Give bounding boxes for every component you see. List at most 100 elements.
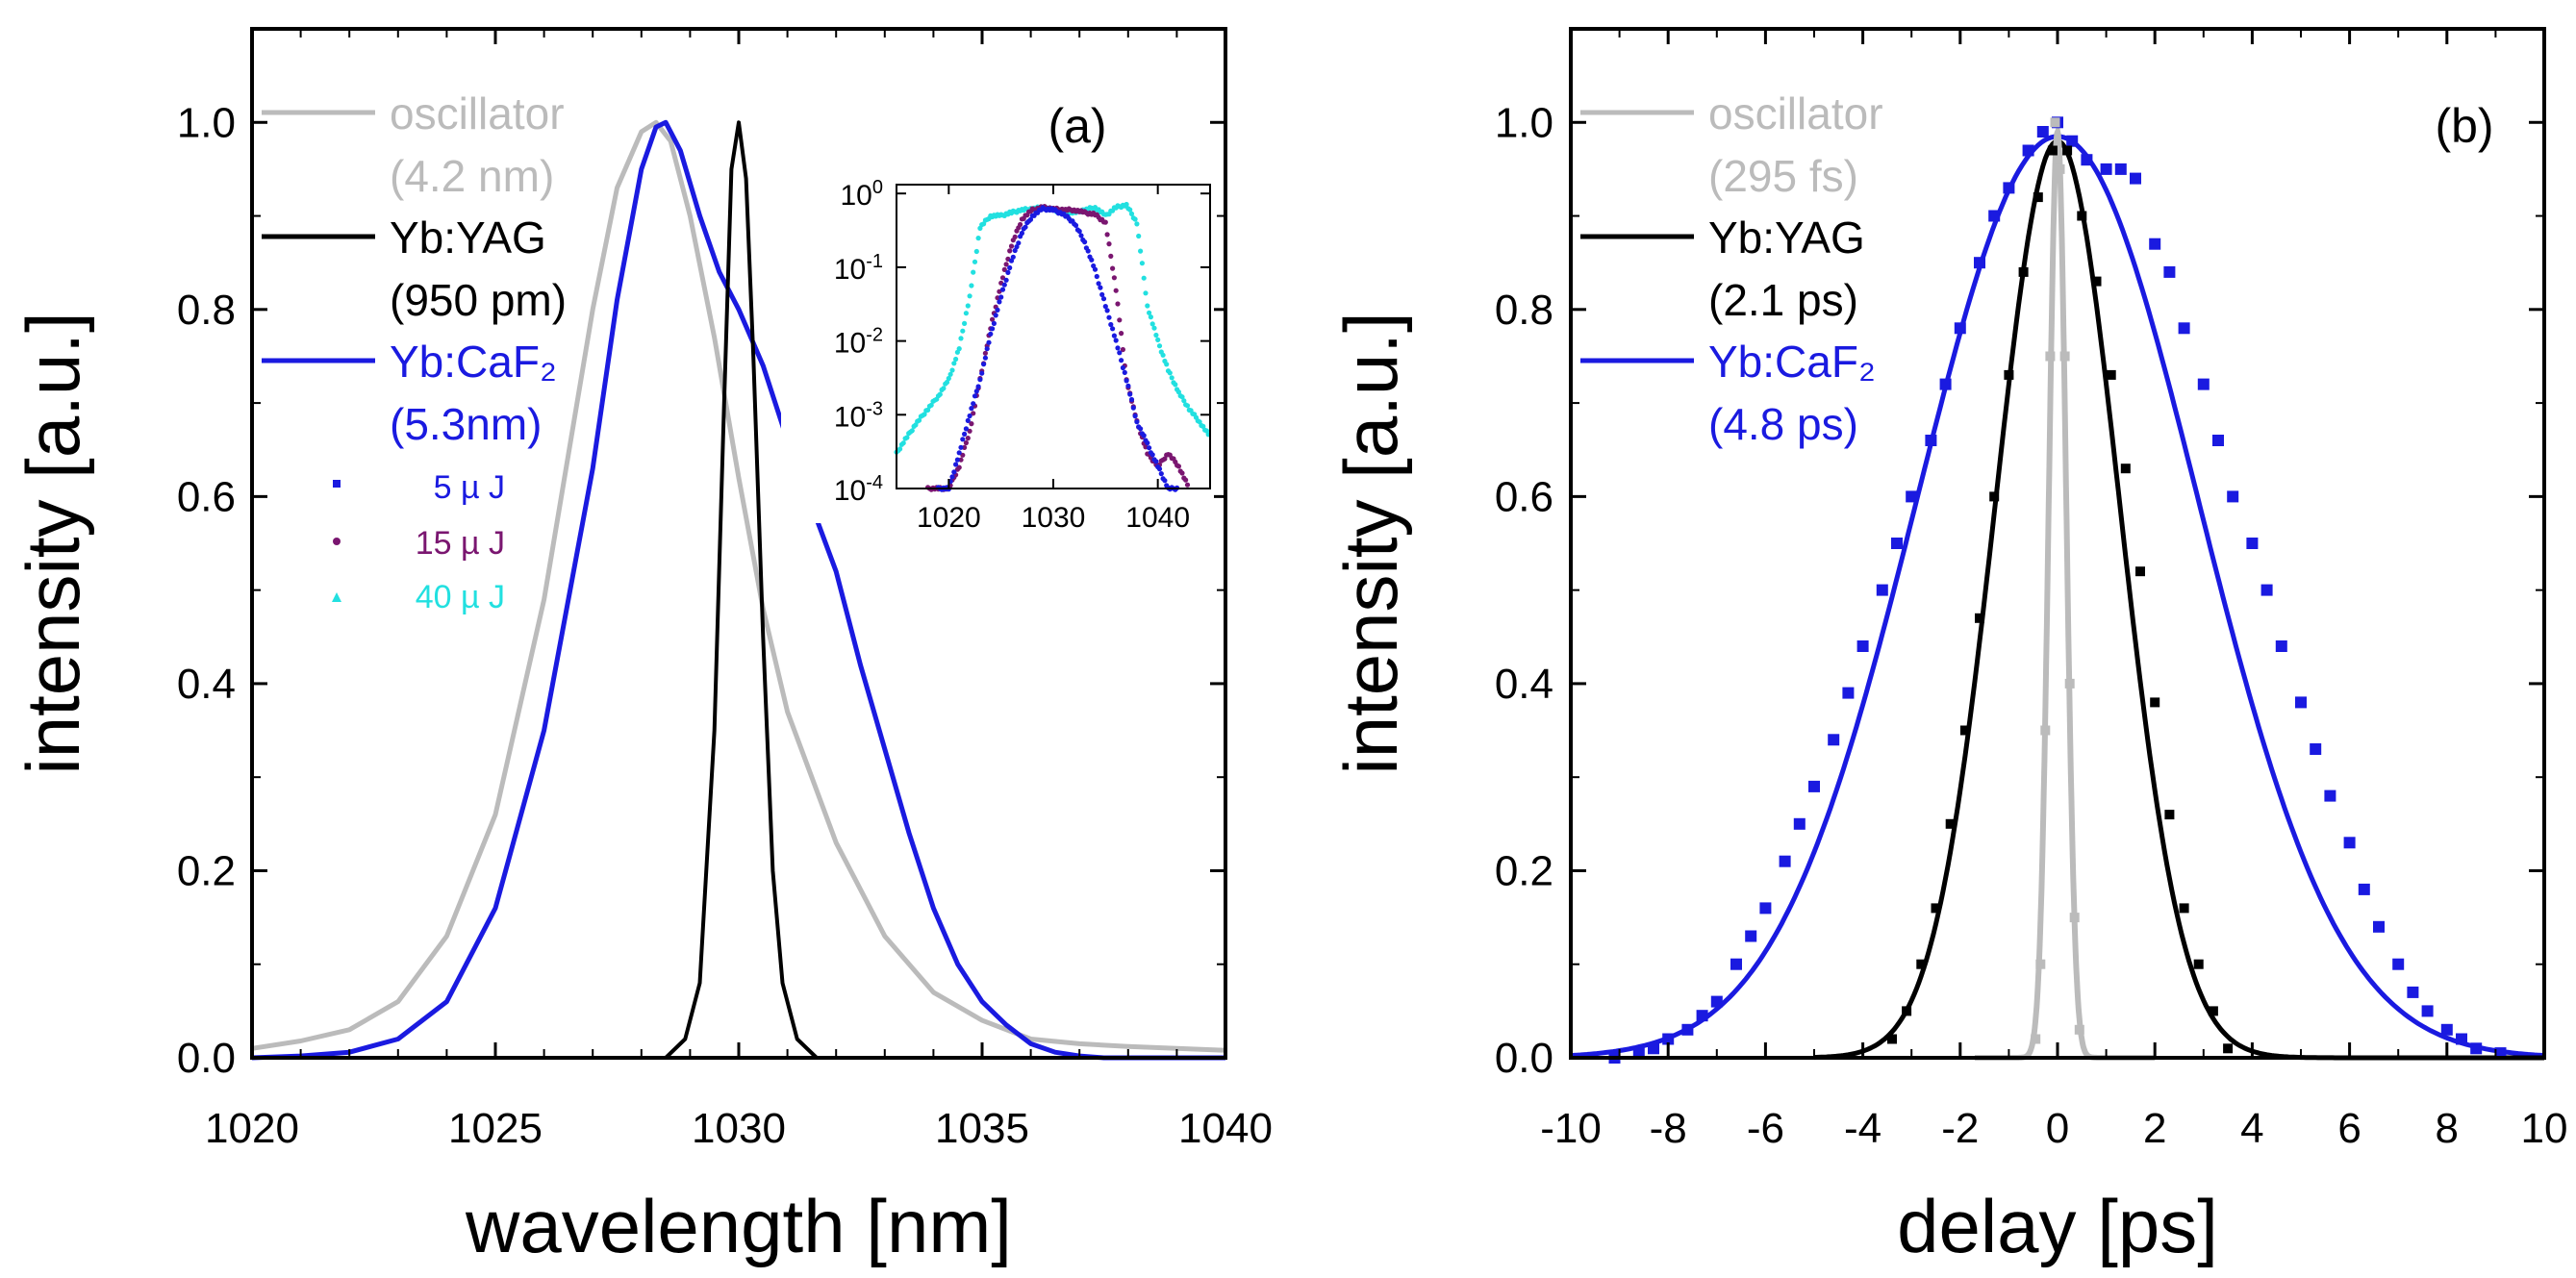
inset-point-e5 xyxy=(972,393,978,399)
inset-point-e40 xyxy=(971,269,976,275)
inset-ytick-label: 10-2 xyxy=(834,325,883,360)
point-oscillator xyxy=(2059,351,2070,362)
point-caf2 xyxy=(1954,322,1966,335)
point-caf2 xyxy=(2227,490,2239,503)
inset-point-e5 xyxy=(1111,333,1117,338)
inset-point-e40 xyxy=(960,328,966,334)
b-xtick-label: 0 xyxy=(2046,1105,2069,1152)
point-oscillator xyxy=(2064,678,2075,689)
legend-b-label-yag: Yb:YAG xyxy=(1708,213,1865,263)
legend-label-oscillator: oscillator xyxy=(390,88,565,138)
inset-point-e5 xyxy=(971,401,976,407)
inset-point-e40 xyxy=(1128,211,1135,216)
inset-point-e5 xyxy=(953,462,959,467)
inset-point-e40 xyxy=(1139,261,1145,266)
inset-point-e5 xyxy=(969,406,974,412)
inset-point-e15 xyxy=(1115,301,1121,307)
inset-point-e5 xyxy=(951,469,957,475)
inset-point-e5 xyxy=(1115,345,1121,351)
inset-point-e5 xyxy=(1104,308,1110,313)
inset-point-e5 xyxy=(1007,264,1013,271)
legend-label-yag: Yb:YAG xyxy=(390,213,546,263)
inset-point-e40 xyxy=(975,236,981,241)
point-caf2 xyxy=(1759,902,1772,915)
point-caf2 xyxy=(2130,172,2141,185)
inset-point-e5 xyxy=(1125,383,1131,388)
inset-point-e5 xyxy=(1119,358,1124,363)
inset-point-e15 xyxy=(956,464,962,470)
b-ytick-label: 0.8 xyxy=(1495,287,1553,334)
point-caf2 xyxy=(2275,640,2287,652)
point-caf2 xyxy=(1925,435,1937,446)
inset-point-e40 xyxy=(1156,343,1163,349)
inset-point-e5 xyxy=(997,299,1002,305)
point-caf2 xyxy=(1828,734,1840,746)
point-caf2 xyxy=(2343,837,2356,849)
inset-point-e5 xyxy=(1145,440,1150,446)
inset-point-e40 xyxy=(1173,382,1178,388)
inset-point-e40 xyxy=(953,356,959,363)
a-ytick-label: 0.8 xyxy=(177,287,236,334)
inset-point-e40 xyxy=(1153,332,1159,338)
inset-point-e5 xyxy=(1008,258,1015,263)
inset-point-e15 xyxy=(1106,241,1112,247)
a-ytick-label: 0.4 xyxy=(177,661,236,708)
inset-point-e40 xyxy=(1136,233,1142,239)
panel-b-xlabel: delay [ps] xyxy=(1897,1184,2218,1268)
point-oscillator xyxy=(2045,351,2056,362)
point-caf2 xyxy=(1681,1023,1694,1036)
inset-point-e40 xyxy=(962,320,968,326)
point-oscillator xyxy=(2035,959,2046,969)
point-caf2 xyxy=(1696,1010,1708,1022)
inset-point-e40 xyxy=(969,283,974,288)
inset-point-e5 xyxy=(993,313,998,318)
b-xtick-label: -4 xyxy=(1844,1105,1881,1152)
fit-line-yag xyxy=(1813,138,2544,1061)
inset-point-e40 xyxy=(1149,321,1155,327)
inset-point-e5 xyxy=(1162,478,1168,484)
b-ytick-label: 0.4 xyxy=(1495,661,1553,708)
point-yag xyxy=(2208,1006,2218,1016)
inset-point-e5 xyxy=(1156,466,1163,472)
inset-point-e5 xyxy=(999,287,1006,292)
point-caf2 xyxy=(1779,855,1791,867)
inset-point-e5 xyxy=(963,426,970,432)
legend-sub-yag: (950 pm) xyxy=(390,275,567,325)
inset-point-e15 xyxy=(1120,346,1125,353)
inset-point-e5 xyxy=(956,450,962,456)
inset-point-e15 xyxy=(1102,219,1108,225)
inset-point-e5 xyxy=(958,444,964,450)
panel-a-energy-legend: 5 µ J 15 µ J 40 µ J xyxy=(332,469,505,615)
energy-label-5uJ: 5 µ J xyxy=(434,469,505,506)
point-yag xyxy=(2150,697,2160,708)
point-caf2 xyxy=(1906,490,1918,503)
inset-point-e15 xyxy=(1001,266,1007,272)
inset-point-e15 xyxy=(1113,288,1119,293)
b-xtick-label: -10 xyxy=(1540,1105,1602,1152)
a-xtick-label: 1030 xyxy=(692,1105,786,1152)
a-ytick-label: 0.6 xyxy=(177,473,236,520)
inset-ytick-label: 100 xyxy=(841,177,884,212)
inset-xtick-label: 1030 xyxy=(1022,502,1086,534)
point-yag xyxy=(1959,725,1970,736)
point-caf2 xyxy=(1891,538,1903,549)
inset-point-e40 xyxy=(1141,275,1147,281)
inset-point-e40 xyxy=(1179,394,1185,400)
inset-point-e15 xyxy=(1007,248,1013,254)
inset-point-e15 xyxy=(967,428,972,434)
point-yag xyxy=(2106,369,2116,380)
inset-point-e5 xyxy=(1110,326,1116,332)
panel-a-ticks: 1020 1025 1030 1035 1040 0.0 0.2 0.4 0.6 0.8 1.0 xyxy=(177,28,1273,1152)
point-caf2 xyxy=(2246,538,2259,549)
inset-point-e15 xyxy=(1003,262,1009,267)
inset-point-e5 xyxy=(1092,266,1099,272)
inset-point-e40 xyxy=(963,311,970,316)
inset-point-e5 xyxy=(1078,233,1084,238)
inset-point-e5 xyxy=(1120,364,1125,371)
inset-point-e40 xyxy=(1134,221,1140,227)
inset-point-e5 xyxy=(1134,419,1140,425)
inset-point-e15 xyxy=(1018,221,1023,228)
inset-point-e40 xyxy=(1175,389,1181,395)
inset-point-e40 xyxy=(944,379,950,386)
points-caf2 xyxy=(1608,116,2507,1064)
